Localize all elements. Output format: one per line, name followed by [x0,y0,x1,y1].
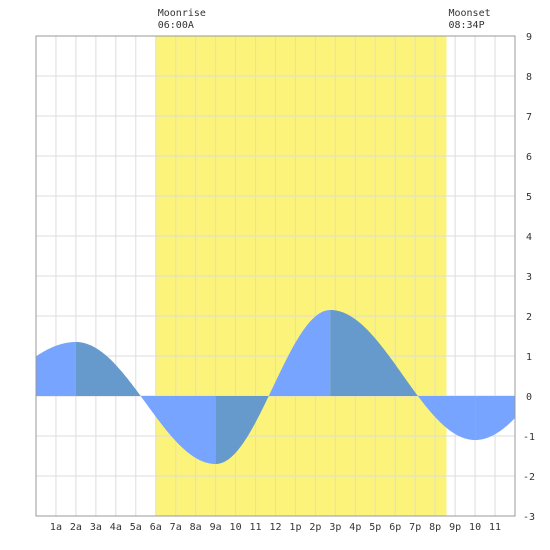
x-tick-label: 10 [469,522,481,533]
tide-area-layer [36,310,515,464]
x-tick-label: 9a [210,522,222,533]
x-tick-label: 8p [429,522,441,533]
y-tick-label: 9 [526,32,532,43]
x-tick-label: 10 [230,522,242,533]
tide-area-segment [215,395,269,464]
x-tick-label: 1p [289,522,301,533]
x-tick-label: 12 [269,522,281,533]
tide-area-segment [475,396,515,440]
x-tick-label: 5a [130,522,142,533]
x-tick-label: 6a [150,522,162,533]
x-tick-label: 11 [250,522,262,533]
y-tick-label: 3 [526,272,532,283]
x-tick-label: 4p [349,522,361,533]
y-tick-label: 1 [526,352,532,363]
tide-area-segment [330,310,418,397]
y-tick-label: -3 [523,512,535,523]
tide-area-segment [36,342,76,396]
plot-frame [35,35,516,517]
x-tick-label: 3p [329,522,341,533]
x-tick-label: 1a [50,522,62,533]
x-tick-label: 2a [70,522,82,533]
tide-area-segment [417,396,476,440]
moonset-time: 08:34P [448,20,484,31]
x-tick-label: 2p [309,522,321,533]
x-tick-label: 7p [409,522,421,533]
tide-area-segment [268,310,331,396]
y-tick-label: 5 [526,192,532,203]
x-tick-label: 4a [110,522,122,533]
y-tick-label: 0 [526,392,532,403]
y-tick-label: 6 [526,152,532,163]
x-tick-label: 8a [190,522,202,533]
tide-area-segment [75,342,141,397]
x-tick-label: 9p [449,522,461,533]
x-tick-label: 3a [90,522,102,533]
x-tick-label: 7a [170,522,182,533]
y-tick-label: 7 [526,112,532,123]
y-tick-label: -1 [523,432,535,443]
tide-area-segment [140,396,216,464]
moonrise-label: Moonrise [158,8,206,19]
y-tick-label: 8 [526,72,532,83]
y-tick-label: 2 [526,312,532,323]
moonrise-time: 06:00A [158,20,194,31]
y-tick-label: 4 [526,232,532,243]
x-tick-label: 6p [389,522,401,533]
moonset-label: Moonset [448,8,490,19]
x-tick-label: 11 [489,522,501,533]
x-tick-label: 5p [369,522,381,533]
y-tick-label: -2 [523,472,535,483]
